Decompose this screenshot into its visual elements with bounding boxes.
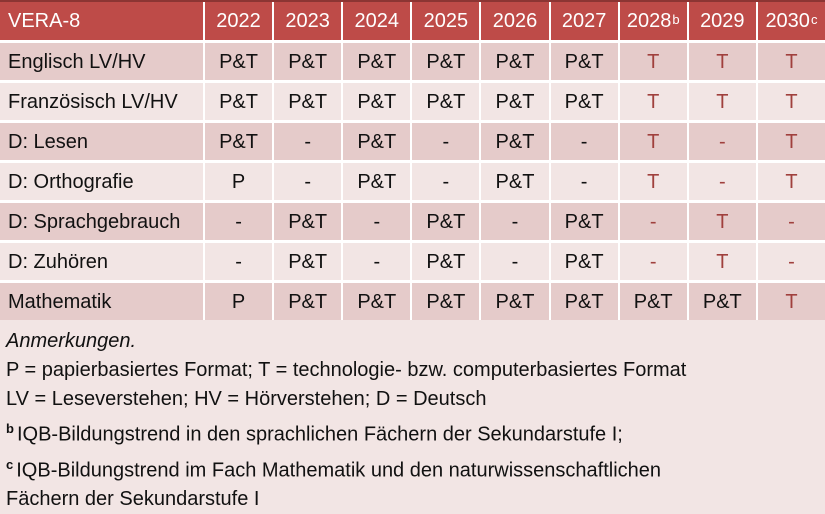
table-cell: T: [757, 83, 825, 120]
table-cell: P&T: [481, 283, 549, 320]
table-cell: P&T: [481, 43, 549, 80]
note-line: P = papierbasiertes Format; T = technolo…: [6, 359, 687, 381]
table-cell: P&T: [412, 203, 480, 240]
table-title-cell: VERA-8: [0, 2, 203, 40]
table-cell: P: [205, 283, 273, 320]
table-cell: P&T: [343, 283, 411, 320]
table-cell: P&T: [343, 123, 411, 160]
table-cell: T: [688, 83, 756, 120]
year-header-cell: 2023: [274, 2, 342, 40]
table-cell: T: [757, 123, 825, 160]
table-cell: P: [205, 163, 273, 200]
table-cell: P&T: [481, 83, 549, 120]
row-label: Englisch LV/HV: [0, 43, 203, 80]
table-cell: P&T: [550, 43, 618, 80]
table-cell: P&T: [688, 283, 756, 320]
table-cell: -: [205, 203, 273, 240]
year-header-cell: 2022: [205, 2, 273, 40]
table-cell: -: [550, 163, 618, 200]
year-header-cell: 2025: [412, 2, 480, 40]
table-cell: P&T: [550, 83, 618, 120]
table-notes: Anmerkungen. P = papierbasiertes Format;…: [0, 320, 825, 510]
table-cell: P&T: [550, 203, 618, 240]
year-header-cell: 2029: [688, 2, 756, 40]
table-cell: -: [412, 163, 480, 200]
table-cell: -: [550, 123, 618, 160]
table-cell: T: [688, 43, 756, 80]
year-header-cell: 2030 c: [757, 2, 825, 40]
year-header-cell: 2028 b: [619, 2, 687, 40]
table-cell: P&T: [205, 123, 273, 160]
footnote-marker: b: [6, 421, 14, 436]
table-cell: T: [619, 163, 687, 200]
year-header-cell: 2024: [343, 2, 411, 40]
vera8-schedule-table: VERA-8 2022 2023 2024 2025 2026 2027 2028 b 2029 2…: [0, 0, 825, 320]
table-cell: P&T: [481, 163, 549, 200]
table-cell: -: [619, 203, 687, 240]
row-label: D: Sprachgebrauch: [0, 203, 203, 240]
table-cell: -: [412, 123, 480, 160]
table-cell: -: [757, 203, 825, 240]
table-cell: P&T: [274, 243, 342, 280]
table-cell: P&T: [205, 83, 273, 120]
table-cell: T: [688, 243, 756, 280]
row-label: Französisch LV/HV: [0, 83, 203, 120]
note-line: c IQB-Bildungstrend im Fach Mathematik un…: [6, 456, 661, 511]
table-cell: P&T: [343, 163, 411, 200]
table-cell: P&T: [412, 83, 480, 120]
table-cell: P&T: [205, 43, 273, 80]
table-cell: P&T: [412, 283, 480, 320]
footnote-marker: b: [672, 11, 680, 27]
table-cell: T: [619, 43, 687, 80]
table-cell: -: [343, 203, 411, 240]
table-cell: P&T: [274, 203, 342, 240]
table-cell: -: [481, 203, 549, 240]
table-cell: T: [757, 43, 825, 80]
table-cell: P&T: [619, 283, 687, 320]
note-line: LV = Leseverstehen; HV = Hörverstehen; D…: [6, 388, 487, 410]
table-cell: P&T: [550, 243, 618, 280]
table-cell: T: [619, 83, 687, 120]
row-label: D: Orthografie: [0, 163, 203, 200]
table-cell: P&T: [412, 243, 480, 280]
year-header-cell: 2026: [481, 2, 549, 40]
table-cell: -: [205, 243, 273, 280]
row-label: D: Lesen: [0, 123, 203, 160]
table-cell: -: [619, 243, 687, 280]
row-label: D: Zuhören: [0, 243, 203, 280]
footnote-marker: c: [6, 456, 14, 472]
table-cell: P&T: [550, 283, 618, 320]
table-cell: T: [619, 123, 687, 160]
table-cell: -: [688, 123, 756, 160]
table-cell: P&T: [481, 123, 549, 160]
table-cell: -: [274, 163, 342, 200]
year-header-cell: 2027: [550, 2, 618, 40]
table-cell: P&T: [343, 83, 411, 120]
table-cell: P&T: [412, 43, 480, 80]
table-cell: -: [481, 243, 549, 280]
footnote-marker: c: [810, 11, 818, 27]
table-cell: -: [274, 123, 342, 160]
row-label: Mathematik: [0, 283, 203, 320]
table-cell: P&T: [274, 83, 342, 120]
table-cell: T: [757, 283, 825, 320]
table-cell: -: [688, 163, 756, 200]
table-cell: P&T: [274, 283, 342, 320]
table-cell: P&T: [343, 43, 411, 80]
note-line: b IQB-Bildungstrend in den sprachlichen F…: [6, 421, 623, 446]
table-cell: -: [757, 243, 825, 280]
notes-lines: P = papierbasiertes Format; T = technolo…: [6, 356, 819, 514]
table-cell: T: [757, 163, 825, 200]
table-cell: -: [343, 243, 411, 280]
table-cell: P&T: [274, 43, 342, 80]
notes-heading: Anmerkungen.: [6, 330, 137, 352]
table-cell: T: [688, 203, 756, 240]
